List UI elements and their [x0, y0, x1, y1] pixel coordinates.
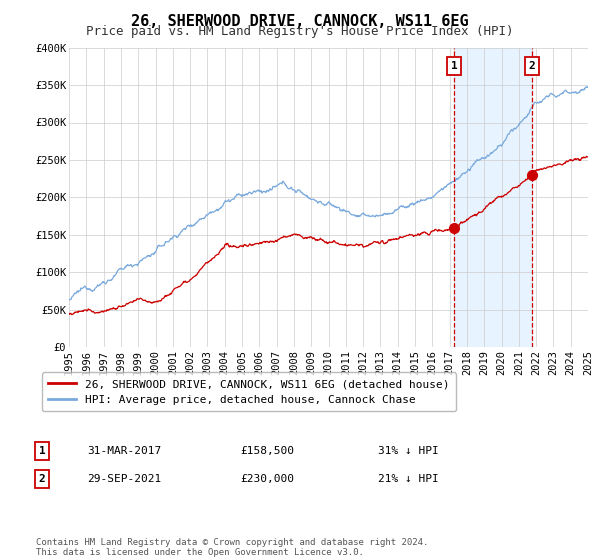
Text: 21% ↓ HPI: 21% ↓ HPI [378, 474, 439, 484]
Legend: 26, SHERWOOD DRIVE, CANNOCK, WS11 6EG (detached house), HPI: Average price, deta: 26, SHERWOOD DRIVE, CANNOCK, WS11 6EG (d… [41, 372, 456, 411]
Text: 29-SEP-2021: 29-SEP-2021 [87, 474, 161, 484]
Text: 1: 1 [38, 446, 46, 456]
Text: 26, SHERWOOD DRIVE, CANNOCK, WS11 6EG: 26, SHERWOOD DRIVE, CANNOCK, WS11 6EG [131, 14, 469, 29]
Text: Contains HM Land Registry data © Crown copyright and database right 2024.
This d: Contains HM Land Registry data © Crown c… [36, 538, 428, 557]
Text: £230,000: £230,000 [240, 474, 294, 484]
Text: 31-MAR-2017: 31-MAR-2017 [87, 446, 161, 456]
Text: £158,500: £158,500 [240, 446, 294, 456]
Text: Price paid vs. HM Land Registry's House Price Index (HPI): Price paid vs. HM Land Registry's House … [86, 25, 514, 38]
Bar [454, 48, 532, 347]
Text: 1: 1 [451, 62, 457, 71]
Text: 2: 2 [529, 62, 535, 71]
Text: 2: 2 [38, 474, 46, 484]
Text: 31% ↓ HPI: 31% ↓ HPI [378, 446, 439, 456]
